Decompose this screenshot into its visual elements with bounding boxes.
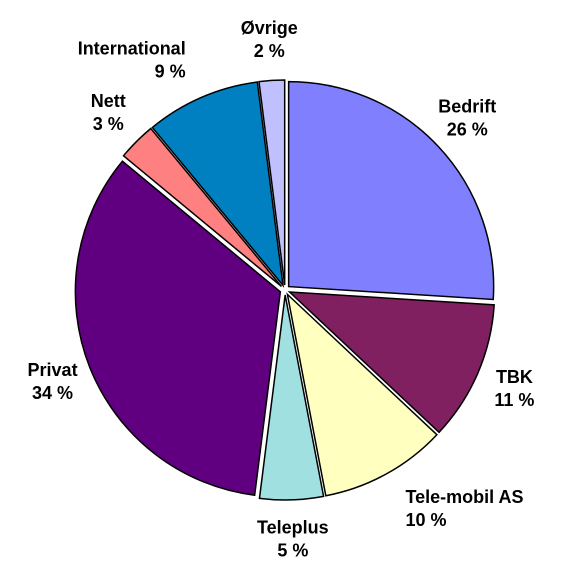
slice-value-label: 5 % [277, 541, 308, 561]
slice-label: Øvrige [241, 18, 298, 38]
slice-label: Nett [91, 91, 126, 111]
slice-value-label: 10 % [405, 510, 446, 530]
pie-slice [258, 79, 286, 286]
slice-value-label: 9 % [155, 61, 186, 81]
pie-slice [286, 292, 438, 497]
slice-value-label: 3 % [93, 114, 124, 134]
slice-value-label: 2 % [254, 41, 285, 61]
slice-label: Privat [28, 360, 78, 380]
slice-value-label: 11 % [494, 390, 534, 410]
pie-slice [287, 80, 495, 301]
pie-slice [258, 294, 325, 501]
slice-label: Tele-mobil AS [405, 487, 523, 507]
slice-value-label: 26 % [447, 120, 488, 140]
slice-label: International [78, 38, 186, 58]
pie-slice [122, 127, 283, 288]
pie-slice [287, 291, 495, 434]
pie-slice [151, 81, 285, 288]
slice-label: TBK [496, 367, 533, 387]
slice-label: Teleplus [257, 518, 329, 538]
slice-value-label: 34 % [32, 383, 73, 403]
slice-label: Bedrift [438, 97, 496, 117]
pie-slice [74, 160, 282, 497]
